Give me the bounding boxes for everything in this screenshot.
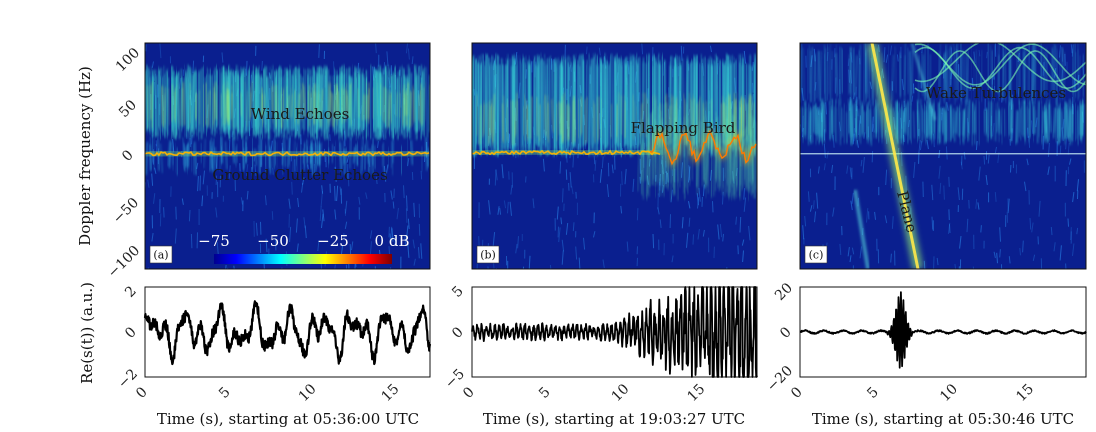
y-tick-label: 0 (777, 324, 795, 342)
annotation-wind-echoes: Wind Echoes (251, 105, 350, 123)
spectrogram-panel-c: (c) Wake Turbulences Plane (799, 42, 1087, 270)
y-axis-label-doppler: Doppler frequency (Hz) (76, 66, 94, 246)
colorbar (214, 254, 392, 264)
colorbar-tick: −50 (257, 232, 289, 250)
x-tick-label: 0 (788, 384, 806, 402)
x-tick-label: 5 (536, 384, 554, 402)
y-tick-label: 0 (119, 147, 137, 165)
x-tick-label: 5 (216, 384, 234, 402)
y-axis-label-re-s: Re(s(t)) (a.u.) (78, 282, 96, 384)
x-tick-label: 0 (460, 384, 478, 402)
annotation-wake-turbulences: Wake Turbulences (926, 84, 1066, 102)
panel-label-a: (a) (153, 249, 168, 262)
y-tick-label: −100 (105, 243, 144, 282)
x-axis-label-a: Time (s), starting at 05:36:00 UTC (157, 410, 419, 428)
spectrogram-panel-a: (a) Wind Echoes Ground Clutter Echoes −7… (144, 42, 431, 270)
x-axis-label-c: Time (s), starting at 05:30:46 UTC (812, 410, 1074, 428)
spectrogram-texture-b (472, 43, 757, 269)
x-tick-label: 10 (296, 381, 320, 405)
x-tick-label: 10 (609, 381, 633, 405)
spectrogram-y-axis: 100 50 0 −50 −100 Doppler frequency (Hz) (76, 45, 143, 281)
y-tick-label: 20 (772, 280, 796, 304)
y-tick-label: 0 (449, 324, 467, 342)
x-tick-label: 15 (379, 381, 403, 405)
spectrogram-texture-a (145, 43, 430, 269)
colorbar-tick: −75 (198, 232, 230, 250)
y-tick-label: 5 (449, 283, 467, 301)
timeseries-panel-c: 20 0 −20 0 5 10 15 Time (s), starting at 05… (764, 280, 1087, 428)
panel-label-b: (b) (480, 249, 496, 262)
colorbar-tick: 0 dB (375, 232, 410, 250)
colorbar-tick: −25 (317, 232, 349, 250)
x-tick-label: 15 (1013, 381, 1037, 405)
y-tick-label: −50 (110, 195, 142, 227)
signal-line-a (143, 300, 432, 366)
x-tick-label: 5 (864, 384, 882, 402)
x-tick-label: 0 (133, 384, 151, 402)
spectrogram-panel-b: (b) Flapping Bird (471, 42, 758, 270)
y-tick-label: 50 (116, 97, 140, 121)
panel-label-c: (c) (809, 249, 824, 262)
x-tick-label: 15 (684, 381, 708, 405)
annotation-flapping-bird: Flapping Bird (631, 119, 736, 137)
y-tick-label: 0 (122, 324, 140, 342)
timeseries-panel-a: 2 0 −2 Re(s(t)) (a.u.) 0 5 10 15 Time (s), … (78, 282, 432, 428)
spectrogram-texture-c (800, 43, 1086, 269)
signal-line-b (471, 286, 758, 378)
x-axis-label-b: Time (s), starting at 19:03:27 UTC (483, 410, 745, 428)
y-tick-label: 2 (122, 283, 140, 301)
timeseries-panel-b: 5 0 −5 0 5 10 15 Time (s), starting at 19:0… (442, 283, 758, 428)
annotation-ground-clutter: Ground Clutter Echoes (212, 166, 387, 184)
x-tick-label: 10 (937, 381, 961, 405)
y-tick-label: 100 (113, 45, 143, 75)
signal-line-c (799, 291, 1087, 369)
